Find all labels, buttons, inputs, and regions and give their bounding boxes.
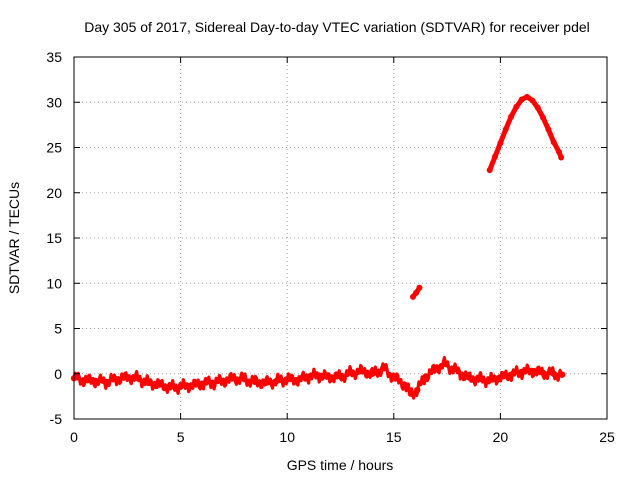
x-tick-label: 25 [599, 429, 615, 445]
data-point [486, 376, 493, 384]
data-point [529, 367, 536, 375]
data-point [556, 149, 563, 156]
data-point [188, 382, 195, 389]
chart-title: Day 305 of 2017, Sidereal Day-to-day VTE… [84, 19, 590, 35]
x-tick-label: 10 [279, 429, 295, 445]
data-point [273, 377, 280, 385]
plot-area [70, 93, 566, 400]
data-point [414, 386, 421, 394]
data-point [315, 372, 323, 379]
data-point [262, 379, 270, 386]
data-point [513, 103, 520, 110]
y-tick-label: 30 [46, 94, 62, 110]
data-point [497, 139, 504, 146]
y-axis-label: SDTVAR / TECUs [6, 182, 22, 294]
y-tick-label: 20 [46, 185, 62, 201]
data-point [441, 360, 449, 367]
data-point [558, 154, 565, 161]
data-point [559, 371, 566, 378]
data-point [102, 378, 110, 386]
data-point [545, 126, 552, 133]
axis-ticks: 0 5 10 15 20 25 -5 0 5 10 15 20 25 30 35 [46, 49, 615, 445]
data-point [252, 378, 259, 386]
data-point [475, 375, 483, 383]
data-point [347, 369, 355, 377]
data-point [540, 114, 547, 121]
data-point [337, 373, 344, 380]
data-point [422, 373, 429, 380]
data-point [305, 373, 312, 380]
data-point [166, 384, 174, 391]
data-point [534, 104, 541, 111]
data-point [209, 379, 216, 386]
y-tick-label: 0 [54, 366, 62, 382]
y-tick-label: 5 [54, 321, 62, 337]
data-point [124, 374, 131, 381]
data-point [550, 139, 557, 146]
data-point [379, 365, 387, 372]
data-point [450, 366, 457, 373]
y-tick-label: -5 [50, 411, 63, 427]
data-point [409, 293, 416, 300]
data-point [416, 284, 423, 291]
data-point [497, 374, 504, 381]
data-point [467, 375, 474, 382]
data-point [458, 371, 466, 378]
data-point [284, 375, 291, 383]
data-point [518, 368, 525, 376]
data-point [539, 369, 547, 377]
data-point [134, 375, 142, 382]
data-point [220, 377, 227, 385]
data-point [492, 153, 499, 160]
data-point [156, 381, 163, 388]
data-point [81, 376, 88, 384]
data-point [524, 93, 531, 100]
data-point [358, 367, 366, 375]
y-tick-label: 25 [46, 140, 62, 156]
data-point [198, 380, 206, 387]
data-point [508, 113, 515, 120]
data-point [145, 379, 152, 386]
data-point [413, 289, 420, 296]
x-tick-label: 5 [177, 429, 185, 445]
data-point [92, 377, 99, 385]
data-point [369, 370, 376, 377]
data-point [502, 126, 509, 133]
data-point [401, 381, 408, 388]
y-tick-label: 15 [46, 230, 62, 246]
x-axis-label: GPS time / hours [287, 457, 394, 473]
x-tick-label: 0 [70, 429, 78, 445]
y-tick-label: 35 [46, 49, 62, 65]
y-tick-label: 10 [46, 275, 62, 291]
data-point [390, 374, 397, 381]
data-point [486, 167, 493, 174]
data-point [113, 375, 120, 383]
data-point [550, 370, 557, 377]
data-point [433, 365, 440, 372]
data-point [241, 375, 248, 383]
data-point [507, 371, 515, 378]
data-point [529, 97, 536, 104]
x-tick-label: 15 [386, 429, 402, 445]
data-point [518, 96, 525, 103]
data-point [407, 390, 415, 397]
x-tick-label: 20 [493, 429, 509, 445]
data-point [326, 374, 334, 381]
data-point [294, 376, 302, 384]
data-point [177, 383, 184, 390]
data-point [230, 375, 238, 382]
